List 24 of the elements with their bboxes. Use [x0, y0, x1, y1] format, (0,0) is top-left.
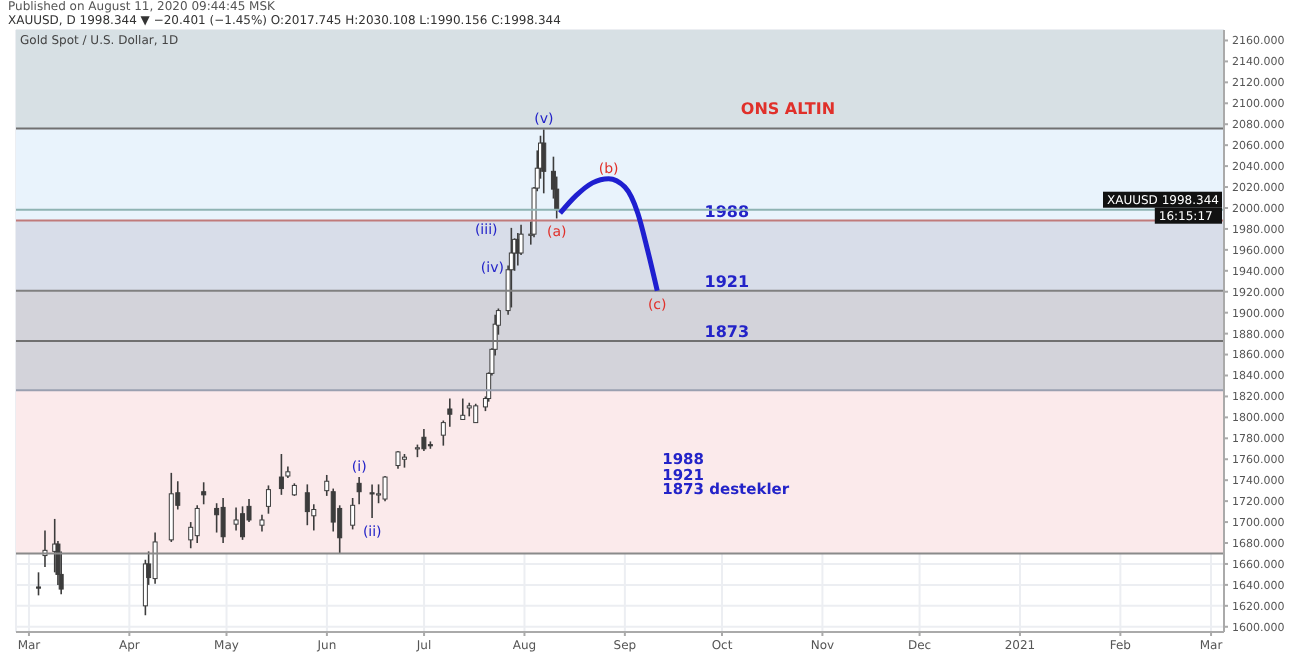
candlestick	[220, 497, 226, 544]
candlestick	[194, 504, 200, 544]
candlestick	[214, 502, 220, 534]
candlestick	[240, 505, 246, 541]
candlestick	[421, 428, 427, 452]
candlestick	[233, 506, 239, 532]
candlestick	[201, 481, 207, 506]
ref-line-label: 1921	[704, 272, 750, 291]
candlestick	[36, 571, 42, 597]
candlestick	[350, 497, 356, 531]
candlestick	[447, 397, 453, 428]
candlestick	[278, 453, 284, 496]
annotation: ONS ALTIN	[740, 100, 836, 119]
candlestick	[265, 484, 271, 515]
candlestick	[473, 402, 479, 424]
candlestick	[168, 472, 174, 543]
candlestick	[382, 475, 388, 502]
candlestick	[304, 483, 310, 527]
candlestick	[541, 128, 547, 195]
ref-line-label: 1873	[704, 322, 750, 341]
candlestick	[356, 476, 362, 506]
candlestick	[460, 397, 466, 421]
candlestick	[152, 531, 158, 585]
candlestick	[369, 483, 375, 519]
